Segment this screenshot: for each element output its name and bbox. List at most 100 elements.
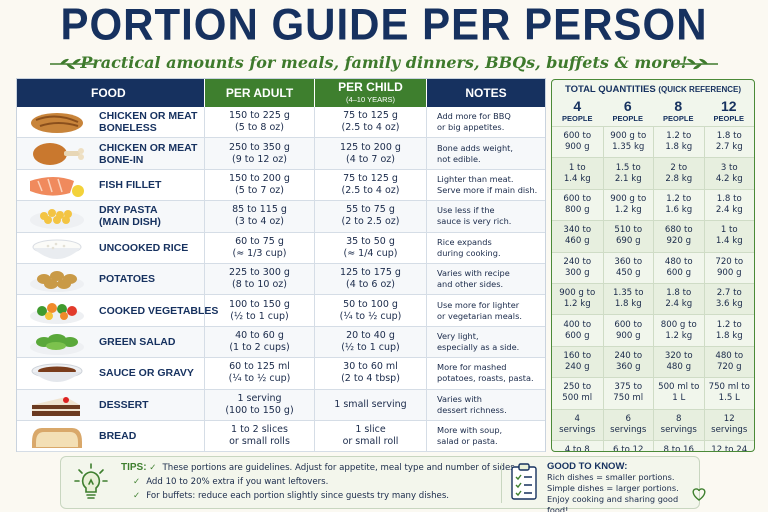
- totals-cell-line: 1.8 kg: [614, 299, 642, 310]
- food-image-cell: [17, 233, 97, 263]
- totals-cell-line: 1.8 to: [716, 131, 742, 142]
- per-child-cell: 75 to 125 g (2.5 to 4 oz): [314, 169, 426, 201]
- table-header: FOOD PER ADULT PER CHILD (4–10 YEARS) NO…: [17, 79, 545, 107]
- notes-cell: Lighter than meat. Serve more if main dis…: [426, 169, 545, 201]
- totals-cell-line: 4: [574, 413, 580, 424]
- totals-cell-line: 1.4 kg: [563, 173, 591, 184]
- food-image-cell: [17, 107, 97, 137]
- checklist-clipboard-icon: [511, 463, 537, 500]
- table-row: POTATOES 225 to 300 g (8 to 10 oz) 125 to 1…: [17, 263, 545, 296]
- totals-cell-line: 1.5 to: [615, 162, 641, 173]
- food-image-cell: [17, 264, 97, 294]
- food-name-line: (MAIN DISH): [99, 216, 161, 229]
- food-name-line: POTATOES: [99, 273, 156, 286]
- totals-cell: 680 to 920 g: [653, 221, 704, 252]
- per-adult-line: 225 to 300 g: [229, 267, 290, 279]
- pasta-icon: [30, 209, 84, 230]
- totals-cell-line: 720 g: [716, 361, 742, 372]
- totals-people-header: 8 PEOPLE: [653, 99, 704, 126]
- totals-cell-line: 6 to 12: [613, 445, 644, 452]
- per-adult-cell: 60 to 125 ml (¼ to ½ cup): [204, 358, 314, 389]
- totals-cell-line: 240 g: [564, 361, 590, 372]
- per-child-line: (2 to 4 tbsp): [341, 373, 400, 385]
- per-child-line: 20 to 40 g: [346, 329, 395, 341]
- per-child-cell: 1 slice or small roll: [314, 420, 426, 452]
- people-count: 4: [573, 98, 582, 114]
- food-name-line: BONELESS: [99, 122, 157, 135]
- totals-cell: 480 to 600 g: [653, 252, 704, 283]
- per-adult-line: 85 to 115 g: [232, 204, 287, 216]
- leaf-sprig-icon: [674, 58, 718, 70]
- totals-cell-line: 2 to: [670, 162, 688, 173]
- totals-cell-line: 1.6 kg: [665, 204, 693, 215]
- totals-cell: 1 to 1.4 kg: [703, 221, 755, 252]
- fish-fillet-icon: [30, 176, 84, 197]
- people-label: PEOPLE: [713, 114, 744, 123]
- table-row: SAUCE OR GRAVY 60 to 125 ml (¼ to ½ cup) 30…: [17, 358, 545, 390]
- totals-cell: 1 to 1.4 kg: [552, 158, 603, 188]
- totals-cell-line: 1.2 to: [716, 319, 742, 330]
- drumstick-icon: [33, 142, 84, 165]
- per-child-cell: 30 to 60 ml (2 to 4 tbsp): [314, 358, 426, 389]
- per-child-cell: 50 to 100 g (¼ to ½ cup): [314, 295, 426, 326]
- per-adult-line: 150 to 225 g: [229, 110, 290, 122]
- totals-cell: 900 g to 1.35 kg: [602, 127, 654, 158]
- totals-cell-line: 1 to: [720, 225, 738, 236]
- notes-line: dessert richness.: [437, 404, 507, 415]
- notes-line: Rice expands: [437, 236, 492, 247]
- potatoes-icon: [30, 271, 84, 293]
- food-image-cell: [17, 358, 97, 388]
- leaf-sprig-icon: [50, 58, 94, 70]
- totals-cell-line: 3 to: [720, 162, 738, 173]
- food-name: DESSERT: [97, 390, 204, 420]
- food-name: CHICKEN OR MEAT BONELESS: [97, 107, 204, 137]
- table-row: BREAD 1 to 2 slices or small rolls 1 slice o…: [17, 420, 545, 453]
- header-notes: NOTES: [426, 79, 545, 107]
- people-label: PEOPLE: [562, 114, 593, 123]
- totals-cell: 480 to 720 g: [703, 346, 755, 378]
- totals-cell: 600 to 900 g: [602, 315, 654, 346]
- per-adult-line: or small rolls: [229, 436, 290, 448]
- gravy-bowl-icon: [31, 363, 83, 383]
- totals-cell-line: 720 to: [715, 256, 744, 267]
- food-name-line: DESSERT: [99, 398, 149, 411]
- totals-cell-line: 360 to: [614, 256, 643, 267]
- totals-cell: 2.7 to 3.6 kg: [703, 283, 755, 315]
- notes-line: or vegetarian meals.: [437, 310, 522, 321]
- totals-cell-line: 2.4 kg: [715, 204, 743, 215]
- people-count: 12: [720, 98, 737, 114]
- table-row: CHICKEN OR MEAT BONE-IN 250 to 350 g (9 to …: [17, 138, 545, 170]
- totals-cell-line: 1.5 L: [718, 393, 740, 404]
- food-name-line: COOKED VEGETABLES: [99, 304, 219, 317]
- totals-cell-line: 900 g: [716, 267, 742, 278]
- subtitle-row: Practical amounts for meals, family dinn…: [0, 50, 768, 76]
- totals-cell-line: 300 g: [564, 267, 590, 278]
- totals-row: 1 to 1.4 kg 1.5 to 2.1 kg 2 to 2.8 kg 3 to 4.2 …: [552, 157, 754, 189]
- totals-cell-line: 375 to: [614, 382, 643, 393]
- totals-cell-line: 360 g: [615, 361, 641, 372]
- totals-cell: 500 ml to 1 L: [653, 378, 704, 409]
- totals-cell-line: 250 to: [563, 382, 592, 393]
- totals-cell: 600 to 900 g: [552, 127, 603, 157]
- food-name: SAUCE OR GRAVY: [97, 358, 204, 388]
- totals-cell: 240 to 300 g: [552, 253, 603, 283]
- tips-text: TIPS: ✓ These portions are guidelines. Ad…: [121, 461, 517, 503]
- table-row: UNCOOKED RICE 60 to 75 g (≈ 1/3 cup) 35 to …: [17, 232, 545, 264]
- totals-cell-line: 400 to: [563, 319, 592, 330]
- totals-cell-line: 900 g to: [610, 193, 647, 204]
- per-child-cell: 35 to 50 g (≈ 1/4 cup): [314, 232, 426, 263]
- people-label: PEOPLE: [612, 114, 643, 123]
- per-adult-line: (1 to 2 cups): [229, 341, 290, 353]
- totals-cell: 800 g to 1.2 kg: [653, 315, 704, 346]
- per-adult-line: 1 to 2 slices: [231, 424, 288, 436]
- food-name: CHICKEN OR MEAT BONE-IN: [97, 138, 204, 168]
- totals-cell-line: 2.1 kg: [614, 173, 642, 184]
- header-food: FOOD: [17, 79, 204, 107]
- notes-line: Use more for lighter: [437, 299, 520, 310]
- totals-cell-line: 460 g: [564, 236, 590, 247]
- per-child-line: 125 to 200 g: [340, 141, 401, 153]
- good-to-know-title: GOOD TO KNOW:: [547, 461, 628, 472]
- totals-people-header: 4 PEOPLE: [552, 99, 603, 126]
- table-row: COOKED VEGETABLES 100 to 150 g (½ to 1 cup…: [17, 295, 545, 327]
- tip-line: Add 10 to 20% extra if you want leftover…: [146, 477, 329, 487]
